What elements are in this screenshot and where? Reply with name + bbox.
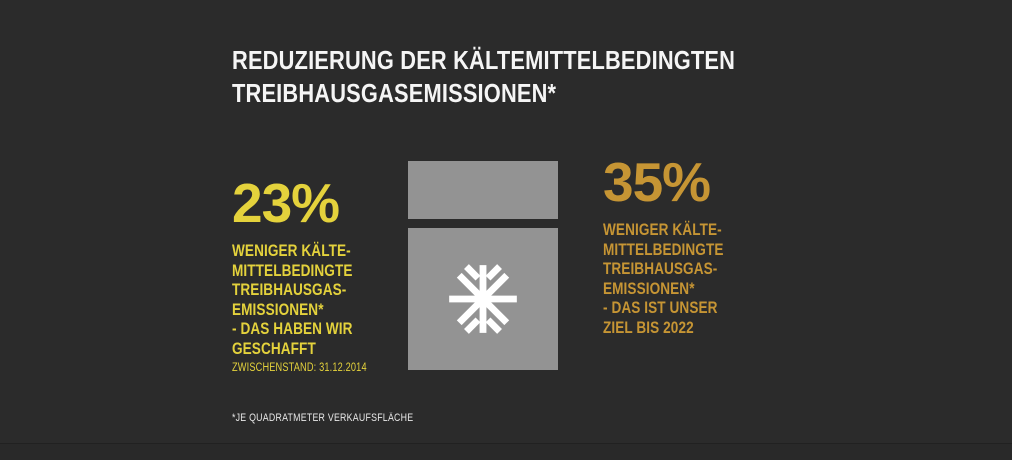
snowflake-icon xyxy=(449,264,517,334)
target-value: 35% xyxy=(603,151,711,213)
achieved-description-line: WENIGER KÄLTE- xyxy=(232,241,351,260)
achieved-description-line: TREIBHAUSGAS- xyxy=(232,280,347,299)
achieved-status-note: ZWISCHENSTAND: 31.12.2014 xyxy=(232,362,367,374)
achieved-description-line: EMISSIONEN* xyxy=(232,299,324,319)
target-description-line: EMISSIONEN* xyxy=(603,278,695,298)
freezer-snowflake-icon xyxy=(408,161,558,370)
freezer-compartment-shape xyxy=(408,161,558,219)
achieved-stat: 23% WENIGER KÄLTE- MITTELBEDINGTE TREIBH… xyxy=(232,172,452,375)
page-title-line2: TREIBHAUSGASEMISSIONEN* xyxy=(232,78,557,108)
footnote: *JE QUADRATMETER VERKAUFSFLÄCHE xyxy=(232,412,414,424)
target-description-line: WENIGER KÄLTE- xyxy=(603,220,722,239)
target-description-line: MITTELBEDINGTE xyxy=(603,239,724,259)
target-description-line: TREIBHAUSGAS- xyxy=(603,259,718,278)
achieved-description-line: MITTELBEDINGTE xyxy=(232,260,353,280)
achieved-description-line: - DAS HABEN WIR xyxy=(232,319,353,338)
target-description-line: ZIEL BIS 2022 xyxy=(603,317,694,337)
target-stat: 35% WENIGER KÄLTE- MITTELBEDINGTE TREIBH… xyxy=(603,155,823,337)
target-description-line: - DAS IST UNSER xyxy=(603,298,718,317)
achieved-description-line: GESCHAFFT xyxy=(232,338,316,358)
footer-bar xyxy=(0,443,1012,460)
page-title: REDUZIERUNG DER KÄLTEMITTELBEDINGTEN TRE… xyxy=(232,44,735,110)
fridge-body-shape xyxy=(408,228,558,370)
target-description: WENIGER KÄLTE- MITTELBEDINGTE TREIBHAUSG… xyxy=(603,220,779,337)
achieved-description: WENIGER KÄLTE- MITTELBEDINGTE TREIBHAUSG… xyxy=(232,241,408,358)
achieved-value: 23% xyxy=(232,172,340,234)
page-title-line1: REDUZIERUNG DER KÄLTEMITTELBEDINGTEN xyxy=(232,45,736,75)
